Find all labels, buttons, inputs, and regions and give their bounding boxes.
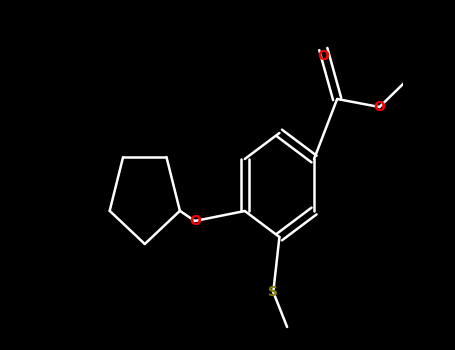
Text: O: O: [189, 214, 201, 228]
Text: O: O: [317, 49, 329, 63]
Text: O: O: [374, 100, 385, 114]
Text: S: S: [268, 285, 278, 299]
